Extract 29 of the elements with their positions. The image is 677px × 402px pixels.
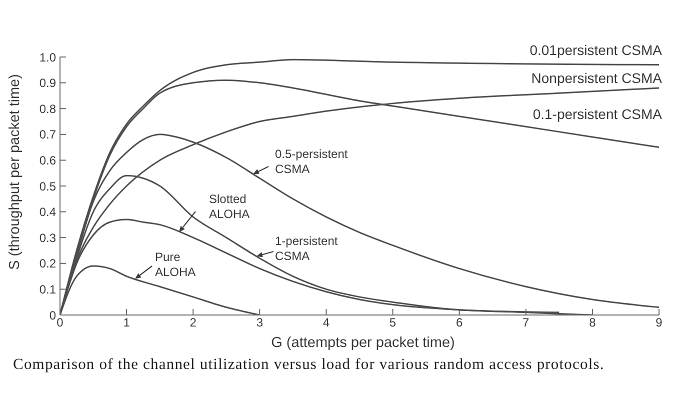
y-axis-title: S (throughput per packet time)	[7, 74, 23, 270]
x-tick-label: 9	[656, 316, 663, 330]
y-tick-label: 0.5	[39, 179, 56, 194]
text: Comparison of the channel utilization versus load for various random access protocols.	[13, 356, 604, 374]
y-tick-label: 0.1	[39, 282, 56, 296]
y-tick-label: 0.9	[39, 76, 56, 90]
y-tick-label: 0.8	[39, 102, 56, 116]
y-tick-label: 0.2	[39, 256, 56, 271]
x-tick-label: 1	[123, 316, 130, 330]
y-tick-label: 0.3	[39, 230, 56, 245]
x-tick-label: 4	[322, 316, 330, 330]
y-tick-label: 1.0	[39, 50, 56, 64]
y-tick-label: 0.4	[39, 205, 56, 220]
series-label: 0.1-persistent CSMA	[532, 106, 663, 122]
series-label: Slotted ALOHA	[209, 192, 250, 221]
x-tick-label: 3	[256, 316, 264, 330]
y-tick-label: 0.7	[39, 128, 56, 142]
x-tick-label: 7	[522, 316, 530, 330]
series-label: 0.5-persistent CSMA	[275, 147, 348, 176]
series-label: Nonpersistent CSMA	[531, 70, 663, 86]
series-label: 0.01persistent CSMA	[530, 42, 663, 58]
x-tick-label: 8	[589, 316, 596, 330]
x-axis-title: G (attempts per packet time)	[271, 335, 455, 351]
x-tick-label: 6	[456, 316, 463, 330]
series-label: 1-persistent CSMA	[275, 234, 338, 263]
y-tick-label: 0.6	[39, 153, 56, 168]
x-tick-label: 5	[389, 316, 396, 330]
x-tick-label: 2	[190, 316, 197, 330]
series-label: Pure ALOHA	[155, 250, 196, 279]
